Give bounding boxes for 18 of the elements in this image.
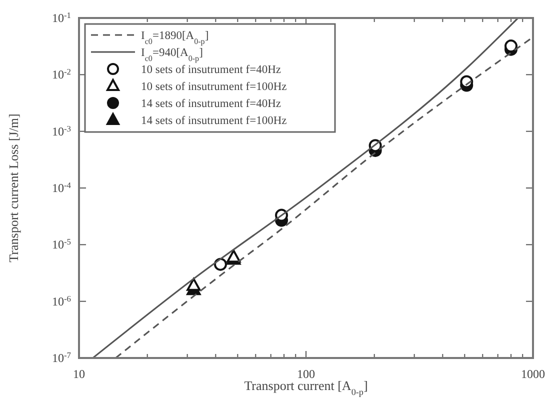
x-tick-label: 10: [73, 367, 85, 381]
legend-label: I$_{c0}$=1890[A$_{0-p}$]: [141, 30, 209, 46]
y-tick-label: 10$^{-7}$: [52, 350, 71, 365]
x-tick-label: 1000: [521, 367, 545, 381]
y-axis-title: Transport current Loss [J/m]: [6, 114, 21, 262]
y-tick-label: 10$^{-3}$: [52, 124, 71, 138]
legend-label: 14 sets of insutrument f=40Hz: [141, 98, 281, 110]
legend-label: 10 sets of insutrument f=100Hz: [141, 81, 287, 93]
x-tick-label: 100: [297, 367, 315, 381]
y-tick-label: 10$^{-5}$: [52, 237, 71, 252]
x-axis-title: Transport current [A$_{0-p}$]: [244, 378, 368, 397]
y-tick-label: 10$^{-2}$: [52, 67, 71, 82]
y-tick-label: 10$^{-6}$: [52, 294, 71, 308]
legend-label: 10 sets of insutrument f=40Hz: [141, 64, 281, 76]
y-tick-label: 10$^{-1}$: [52, 10, 71, 25]
y-tick-label: 10$^{-4}$: [52, 180, 72, 195]
legend-label: I$_{c0}$=940[A$_{0-p}$]: [141, 47, 203, 62]
legend-label: 14 sets of insutrument f=100Hz: [141, 115, 287, 127]
